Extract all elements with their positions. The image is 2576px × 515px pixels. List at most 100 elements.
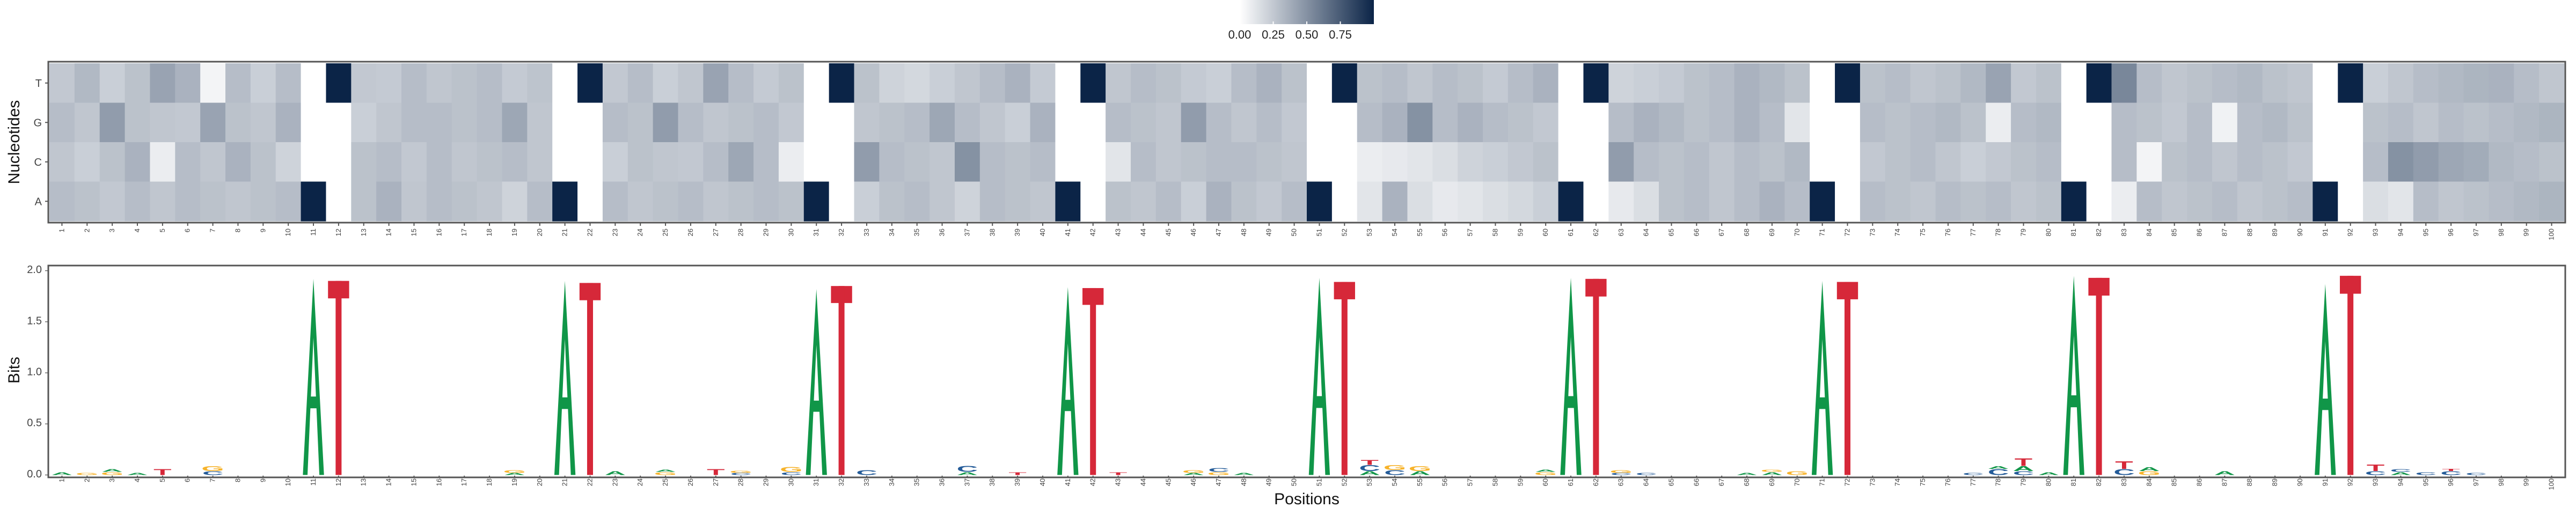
heatmap-cell (1960, 102, 1986, 143)
heatmap-x-tick-label: 74 (1893, 229, 1901, 236)
logo-x-tick-label: 93 (2372, 479, 2380, 486)
heatmap-x-tick-label: 44 (1139, 229, 1147, 236)
heatmap-x-tick-label: 59 (1516, 229, 1524, 236)
heatmap-x-tick-label: 94 (2396, 229, 2404, 236)
heatmap-cell (1130, 142, 1157, 182)
logo-letter-A: A (2038, 472, 2059, 476)
logo-letter-A: A (605, 470, 626, 476)
heatmap-cell (879, 142, 905, 182)
heatmap-x-tick-label: 61 (1567, 229, 1575, 236)
heatmap-cell (1357, 102, 1383, 143)
heatmap-cell (1709, 63, 1735, 104)
heatmap-cell (1382, 63, 1408, 104)
logo-letter-C: C (2390, 468, 2411, 473)
heatmap-cell (275, 142, 302, 182)
svg-text:T: T (1008, 472, 1027, 476)
heatmap-cell (1181, 63, 1207, 104)
svg-text:C: C (1359, 464, 1380, 473)
heatmap-cell (2187, 142, 2213, 182)
heatmap-x-tick-label: 65 (1667, 229, 1675, 236)
heatmap-cell (627, 102, 654, 143)
heatmap-cell (74, 142, 100, 182)
svg-text:C: C (1963, 473, 1984, 476)
logo-x-tick-label: 82 (2095, 479, 2103, 486)
heatmap-cell (1407, 63, 1433, 104)
heatmap-cell (1860, 102, 1886, 143)
logo-x-tick-label: 10 (284, 479, 292, 486)
logo-letter-G: G (1534, 472, 1557, 476)
heatmap-cell (930, 142, 955, 182)
heatmap-cell (1206, 181, 1232, 222)
heatmap-cell (1357, 142, 1383, 182)
heatmap-cell (2438, 102, 2464, 143)
heatmap-cell (1935, 102, 1961, 143)
heatmap-x-tick-label: 56 (1441, 229, 1449, 236)
logo-x-tick-label: 66 (1692, 479, 1700, 486)
logo-x-tick-label: 95 (2421, 479, 2429, 486)
heatmap-cell (2413, 142, 2439, 182)
heatmap-cell (2162, 181, 2187, 222)
heatmap-cell (930, 63, 955, 104)
heatmap-x-tick-label: 60 (1541, 229, 1549, 236)
heatmap-cell (2338, 63, 2363, 104)
logo-x-tick-label: 5 (158, 479, 166, 482)
heatmap-cell (930, 102, 955, 143)
logo-letter-T: T (2015, 456, 2032, 468)
heatmap-cell (1458, 142, 1483, 182)
heatmap-cell (854, 63, 880, 104)
heatmap-cell (2061, 142, 2087, 182)
heatmap-cell (2287, 142, 2313, 182)
heatmap-x-tick-label: 91 (2321, 229, 2329, 236)
heatmap-cell (426, 102, 452, 143)
heatmap-cell (250, 142, 276, 182)
heatmap-cell (250, 181, 276, 222)
svg-text:A: A (2013, 465, 2034, 472)
svg-text:T: T (707, 468, 725, 477)
heatmap-cell (1080, 142, 1106, 182)
logo-x-tick-label: 86 (2196, 479, 2204, 486)
heatmap-cell (1407, 142, 1433, 182)
logo-x-tick-label: 9 (259, 479, 267, 482)
logo-letter-A: A (957, 472, 978, 476)
logo-y-tick-label: 1.5 (27, 315, 42, 327)
heatmap-cell (1331, 142, 1358, 182)
heatmap-cell (1986, 142, 2011, 182)
logo-x-tick-label: 91 (2321, 479, 2329, 486)
heatmap-cell (829, 181, 855, 222)
heatmap-cell (2388, 181, 2414, 222)
heatmap-x-tick-label: 46 (1189, 229, 1197, 236)
svg-text:A: A (1736, 473, 1757, 476)
heatmap-cell (1282, 181, 1307, 222)
logo-x-tick-label: 16 (435, 479, 443, 486)
heatmap-cell (577, 63, 603, 104)
logo-x-tick-label: 87 (2220, 479, 2228, 486)
logo-x-tick-label: 85 (2170, 479, 2178, 486)
logo-x-tick-label: 74 (1893, 479, 1901, 486)
heatmap-cell (1759, 102, 1785, 143)
heatmap-cell (653, 63, 679, 104)
heatmap-cell (2237, 142, 2263, 182)
heatmap-cell (1986, 102, 2011, 143)
heatmap-cell (2262, 181, 2288, 222)
heatmap-x-tick-label: 17 (460, 229, 468, 236)
colorbar: 0.00 0.25 0.50 0.75 (1228, 0, 1374, 41)
heatmap-cell (1634, 181, 1659, 222)
svg-text:A: A (101, 468, 122, 473)
svg-text:A: A (52, 472, 72, 476)
heatmap-cell (2539, 63, 2565, 104)
logo-letter-T: T (1109, 472, 1128, 476)
heatmap-x-tick-label: 24 (636, 229, 644, 236)
heatmap-cell (301, 102, 327, 143)
heatmap-cell (1483, 181, 1509, 222)
heatmap-cell (879, 63, 905, 104)
heatmap-cell (225, 63, 251, 104)
heatmap-cell (477, 142, 503, 182)
heatmap-x-tick-label: 22 (586, 229, 594, 236)
heatmap-cell (2036, 102, 2062, 143)
heatmap-cell (854, 142, 880, 182)
logo-x-tick-label: 58 (1491, 479, 1499, 486)
logo-x-tick-label: 61 (1567, 479, 1575, 486)
heatmap-x-tick-label: 20 (536, 229, 544, 236)
svg-text:A: A (127, 473, 148, 476)
logo-x-tick-label: 32 (837, 479, 845, 486)
